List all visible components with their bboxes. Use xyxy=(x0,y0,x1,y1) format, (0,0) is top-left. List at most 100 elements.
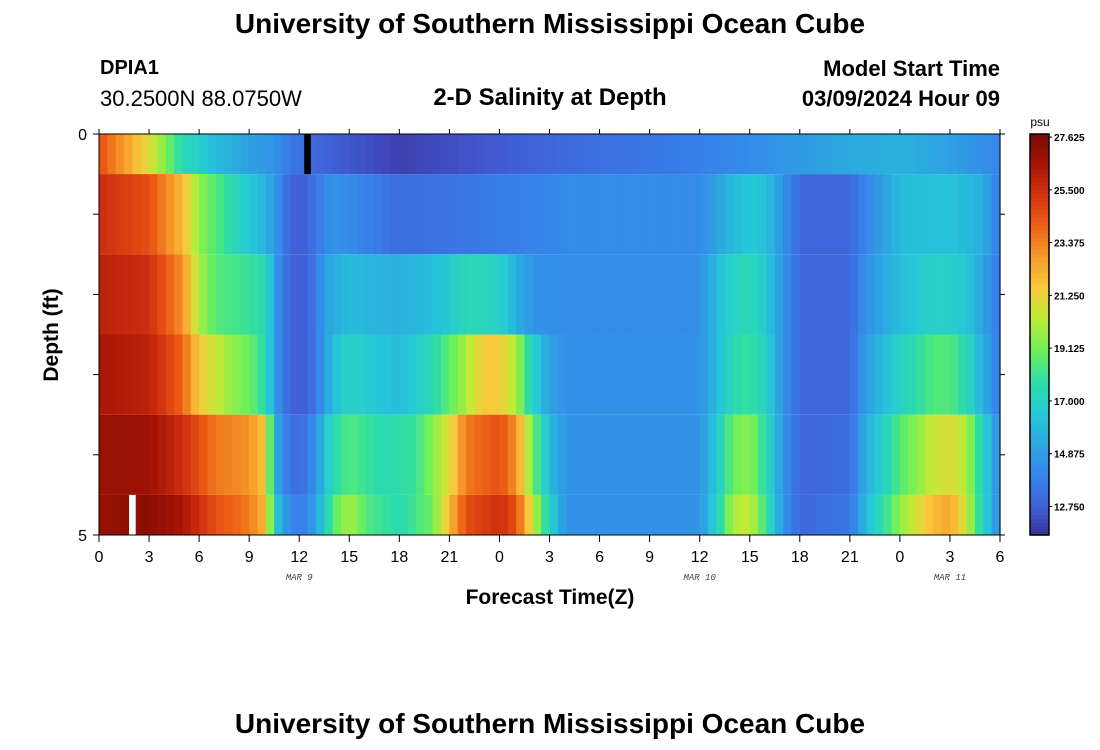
heatmap-cell xyxy=(657,494,667,535)
heatmap-cell xyxy=(657,174,667,255)
heatmap-cell xyxy=(899,174,909,255)
colorbar-segment xyxy=(1030,138,1049,143)
heatmap-cell xyxy=(349,334,359,415)
heatmap-cell xyxy=(416,414,425,495)
heatmap-cell xyxy=(841,334,851,415)
heatmap-cell xyxy=(299,334,309,415)
heatmap-cell xyxy=(382,254,392,335)
heatmap-cell xyxy=(908,134,918,175)
heatmap-cell xyxy=(783,334,793,415)
heatmap-cell xyxy=(749,174,759,255)
x-tick-label: 9 xyxy=(245,549,254,566)
heatmap-cell xyxy=(649,134,659,175)
colorbar-segment xyxy=(1030,250,1049,255)
heatmap-cell xyxy=(390,494,400,535)
heatmap-cell xyxy=(315,334,325,415)
heatmap-cell xyxy=(541,414,551,495)
heatmap-cell xyxy=(182,174,192,255)
heatmap-cell xyxy=(190,254,200,335)
heatmap-cell xyxy=(332,134,342,175)
heatmap-cell xyxy=(883,174,893,255)
heatmap-cell xyxy=(549,414,559,495)
heatmap-cell xyxy=(416,174,425,255)
heatmap-cell xyxy=(432,334,442,415)
heatmap-cell xyxy=(274,494,284,535)
heatmap-cell xyxy=(974,254,984,335)
colorbar-segment xyxy=(1030,338,1049,344)
heatmap-cell xyxy=(899,494,909,535)
heatmap-cell xyxy=(507,334,517,415)
heatmap-cell xyxy=(774,334,784,415)
heatmap-cell xyxy=(874,254,884,335)
heatmap-cell xyxy=(357,494,367,535)
heatmap-cell xyxy=(591,174,601,255)
heatmap-cell xyxy=(816,174,826,255)
heatmap-cell xyxy=(624,334,634,415)
heatmap-cell xyxy=(616,134,626,175)
heatmap-cell xyxy=(549,254,559,335)
heatmap-cell xyxy=(808,254,818,335)
heatmap-cell xyxy=(616,494,626,535)
heatmap-cell xyxy=(382,174,392,255)
colorbar-segment xyxy=(1030,438,1049,444)
heatmap-cell xyxy=(182,134,192,175)
heatmap-cell xyxy=(949,134,959,175)
heatmap-cell xyxy=(699,174,709,255)
colorbar-segment xyxy=(1030,394,1049,400)
heatmap-cell xyxy=(507,174,517,255)
heatmap-cell xyxy=(457,494,467,535)
heatmap-cell xyxy=(874,174,884,255)
x-tick-label: 0 xyxy=(895,549,904,566)
heatmap-cell xyxy=(107,134,117,175)
heatmap-cell xyxy=(783,494,793,535)
heatmap-cell xyxy=(432,134,442,175)
heatmap-cell xyxy=(933,414,943,495)
heatmap-cell xyxy=(582,414,592,495)
heatmap-cell xyxy=(808,494,818,535)
colorbar-segment xyxy=(1030,390,1049,396)
heatmap-cell xyxy=(716,134,726,175)
heatmap-cell xyxy=(849,494,859,535)
heatmap-cell xyxy=(516,414,526,495)
heatmap-cell xyxy=(733,254,742,335)
heatmap-cell xyxy=(708,174,717,255)
heatmap-cell xyxy=(833,334,843,415)
heatmap-cell xyxy=(691,414,701,495)
heatmap-cell xyxy=(441,174,450,255)
heatmap-cell xyxy=(257,414,267,495)
station-coords: 30.2500N 88.0750W xyxy=(100,86,302,111)
colorbar-segment xyxy=(1030,198,1049,203)
axes: 0 3 6 9 12 15 18 21 0 3 6 9 12 15 18 21 0 3 6 MAR 9 MAR 10 MA… xyxy=(78,127,1005,583)
colorbar-segment xyxy=(1030,162,1049,167)
colorbar-segment xyxy=(1030,482,1049,488)
heatmap-cell xyxy=(708,414,717,495)
heatmap-cell xyxy=(99,494,108,535)
heatmap-cell xyxy=(924,134,934,175)
colorbar-segment xyxy=(1030,350,1049,356)
heatmap-cell xyxy=(224,414,234,495)
heatmap-cell xyxy=(774,254,784,335)
heatmap-cell xyxy=(249,334,259,415)
heatmap-cell xyxy=(390,334,400,415)
heatmap-cell xyxy=(357,174,367,255)
heatmap-cell xyxy=(407,134,417,175)
heatmap-cell xyxy=(991,174,1001,255)
heatmap-cell xyxy=(257,254,267,335)
heatmap-cell xyxy=(774,414,784,495)
heatmap-cell xyxy=(424,494,434,535)
heatmap-cell xyxy=(140,254,150,335)
heatmap-cell xyxy=(674,134,684,175)
heatmap-cell xyxy=(182,254,192,335)
heatmap-cell xyxy=(424,254,434,335)
heatmap-cell xyxy=(758,134,767,175)
heatmap-cell xyxy=(716,494,726,535)
colorbar-segment xyxy=(1030,262,1049,267)
heatmap-cell xyxy=(165,494,175,535)
heatmap-cell xyxy=(324,254,334,335)
colorbar-segment xyxy=(1030,414,1049,420)
colorbar-segment xyxy=(1030,150,1049,155)
colorbar-segment xyxy=(1030,206,1049,211)
heatmap-cell xyxy=(699,494,709,535)
heatmap-cell xyxy=(232,494,242,535)
heatmap-cell xyxy=(766,334,776,415)
